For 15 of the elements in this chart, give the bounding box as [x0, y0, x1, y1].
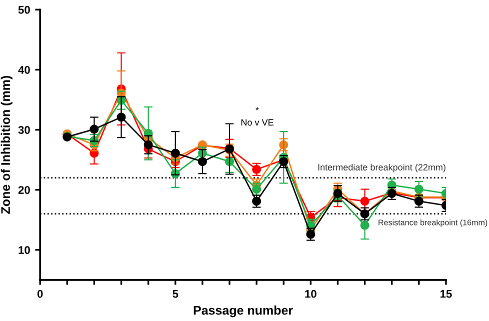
- x-tick-label: 15: [440, 290, 452, 298]
- y-tick-label: 50: [18, 6, 30, 14]
- x-axis-title: Passage number: [194, 306, 293, 318]
- annotation: No v VE: [241, 119, 274, 126]
- annotation: *: [256, 107, 259, 110]
- y-axis-title: Zone of Inhibition (mm): [0, 76, 12, 214]
- y-tick-label: 20: [18, 186, 30, 194]
- ref-line-label: Intermediate breakpoint (22mm): [318, 164, 446, 172]
- x-tick-label: 0: [37, 290, 43, 298]
- y-tick-label: 40: [18, 66, 30, 74]
- x-tick-label: 5: [172, 290, 178, 298]
- y-tick-label: 10: [18, 246, 30, 254]
- x-tick-label: 10: [305, 290, 316, 298]
- ref-line-label: Resistance breakpoint (16mm): [378, 219, 488, 227]
- y-tick-label: 30: [18, 126, 30, 134]
